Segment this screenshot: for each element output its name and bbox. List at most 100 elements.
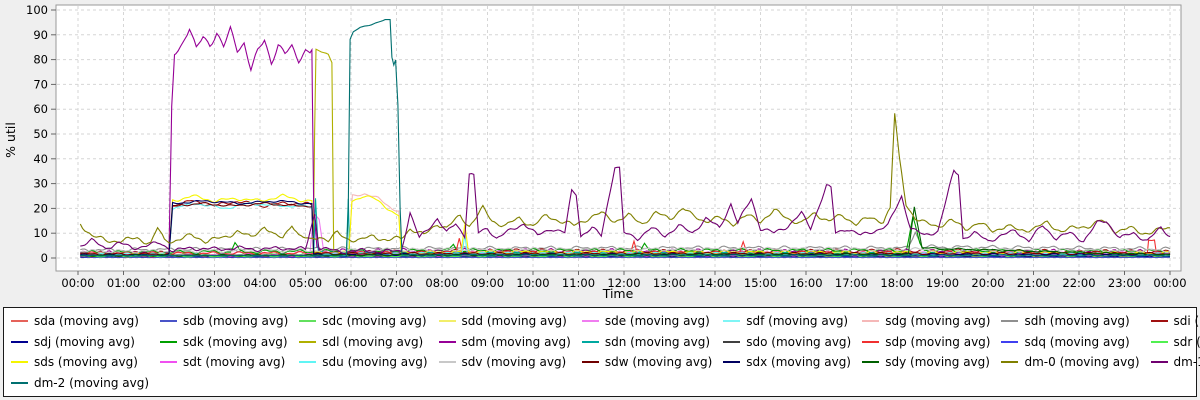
legend-item-dm-1: dm-1 (moving avg) — [1150, 353, 1200, 372]
x-tick-label: 09:00 — [471, 276, 504, 290]
legend-swatch-sdv — [438, 361, 456, 364]
legend-label-sdf: sdf (moving avg) — [746, 313, 849, 328]
legend-item-sdb: sdb (moving avg) — [160, 311, 288, 330]
x-axis-title: Time — [602, 286, 634, 301]
x-tick-label: 11:00 — [562, 276, 595, 290]
legend-label-sdi: sdi (moving avg) — [1173, 313, 1200, 328]
legend-swatch-sdn — [581, 340, 599, 343]
legend-item-sdr: sdr (moving avg) — [1150, 332, 1200, 351]
legend-label-sdn: sdn (moving avg) — [604, 334, 711, 349]
y-axis-title: % util — [3, 122, 18, 158]
y-tick-label: 60 — [33, 102, 48, 116]
legend-label-sdp: sdp (moving avg) — [885, 334, 991, 349]
x-tick-label: 15:00 — [744, 276, 777, 290]
legend-label-sdg: sdg (moving avg) — [885, 313, 991, 328]
legend-label-sdj: sdj (moving avg) — [34, 334, 135, 349]
legend-swatch-dm-1 — [1150, 361, 1168, 364]
x-tick-label: 23:00 — [1108, 276, 1141, 290]
legend-swatch-dm-2 — [11, 382, 28, 385]
legend-label-sdh: sdh (moving avg) — [1024, 313, 1130, 328]
legend-item-sdv: sdv (moving avg) — [438, 353, 571, 372]
x-tick-label: 07:00 — [380, 276, 413, 290]
legend-item-sdg: sdg (moving avg) — [862, 311, 990, 330]
y-tick-label: 30 — [33, 177, 48, 191]
legend-item-sdd: sdd (moving avg) — [438, 311, 571, 330]
x-tick-label: 06:00 — [334, 276, 367, 290]
legend-item-sds: sds (moving avg) — [11, 353, 149, 372]
y-tick-label: 0 — [41, 251, 48, 265]
x-tick-label: 03:00 — [198, 276, 231, 290]
y-tick-label: 10 — [33, 226, 48, 240]
legend-swatch-sdk — [160, 340, 178, 343]
legend-label-dm-2: dm-2 (moving avg) — [34, 376, 150, 391]
legend-label-dm-1: dm-1 (moving avg) — [1173, 355, 1200, 370]
x-tick-label: 04:00 — [243, 276, 276, 290]
legend-swatch-sdb — [160, 319, 178, 322]
legend-label-sds: sds (moving avg) — [34, 355, 138, 370]
x-tick-label: 08:00 — [425, 276, 458, 290]
legend-item-sdk: sdk (moving avg) — [160, 332, 288, 351]
legend-swatch-sdf — [723, 319, 741, 322]
legend-label-sdd: sdd (moving avg) — [461, 313, 567, 328]
legend-label-sdy: sdy (moving avg) — [885, 355, 990, 370]
y-tick-label: 80 — [33, 53, 48, 67]
legend-item-sdn: sdn (moving avg) — [581, 332, 712, 351]
legend-swatch-sdw — [581, 361, 599, 364]
x-tick-label: 22:00 — [1062, 276, 1095, 290]
x-tick-label: 01:00 — [107, 276, 140, 290]
x-tick-label: 20:00 — [971, 276, 1004, 290]
legend-item-sdw: sdw (moving avg) — [581, 353, 712, 372]
legend-item-sdx: sdx (moving avg) — [723, 353, 851, 372]
legend-item-sdl: sdl (moving avg) — [299, 332, 427, 351]
tick-labels: 00:00 01:00 02:00 03:00 04:00 05:00 06:00 07:00… — [26, 3, 1187, 290]
x-tick-label: 18:00 — [880, 276, 913, 290]
legend-label-sdv: sdv (moving avg) — [461, 355, 567, 370]
x-tick-label: 16:00 — [789, 276, 822, 290]
legend-label-sdm: sdm (moving avg) — [461, 334, 571, 349]
legend-swatch-sds — [11, 361, 28, 364]
legend-label-sdx: sdx (moving avg) — [746, 355, 851, 370]
x-tick-label: 12:00 — [607, 276, 640, 290]
legend-item-sdy: sdy (moving avg) — [862, 353, 990, 372]
utilization-chart: 00:00 01:00 02:00 03:00 04:00 05:00 06:00 07:00… — [3, 3, 1187, 301]
plot-area — [55, 4, 1182, 272]
legend-item-sdc: sdc (moving avg) — [299, 311, 427, 330]
legend-item-sdt: sdt (moving avg) — [160, 353, 288, 372]
legend: sda (moving avg) sdb (moving avg) sdc (mov… — [3, 307, 1200, 397]
legend-item-dm-0: dm-0 (moving avg) — [1001, 353, 1140, 372]
legend-label-sdr: sdr (moving avg) — [1173, 334, 1200, 349]
x-tick-label: 19:00 — [926, 276, 959, 290]
legend-item-sdi: sdi (moving avg) — [1150, 311, 1200, 330]
x-tick-label: 21:00 — [1017, 276, 1050, 290]
legend-swatch-dm-0 — [1001, 361, 1019, 364]
y-tick-label: 40 — [33, 152, 48, 166]
gridlines — [57, 6, 1180, 270]
legend-label-sdt: sdt (moving avg) — [183, 355, 286, 370]
legend-swatch-sdt — [160, 361, 178, 364]
legend-label-dm-0: dm-0 (moving avg) — [1024, 355, 1140, 370]
legend-label-sdu: sdu (moving avg) — [322, 355, 428, 370]
legend-item-dm-2: dm-2 (moving avg) — [11, 374, 149, 393]
legend-label-sdq: sdq (moving avg) — [1024, 334, 1130, 349]
legend-swatch-sdd — [438, 319, 456, 322]
legend-swatch-sdp — [862, 340, 880, 343]
legend-swatch-sdh — [1001, 319, 1019, 322]
x-tick-label: 05:00 — [289, 276, 322, 290]
legend-item-sdm: sdm (moving avg) — [438, 332, 571, 351]
legend-item-sde: sde (moving avg) — [581, 311, 712, 330]
series-line-dm-0 — [79, 113, 1171, 245]
x-tick-label: 00:00 — [1153, 276, 1186, 290]
legend-swatch-sdx — [723, 361, 741, 364]
y-tick-label: 100 — [26, 3, 48, 17]
series-line-dm-1 — [80, 166, 1171, 255]
axis-ticks — [51, 9, 1171, 275]
x-tick-label: 13:00 — [653, 276, 686, 290]
y-tick-label: 50 — [33, 127, 48, 141]
legend-item-sdu: sdu (moving avg) — [299, 353, 428, 372]
legend-item-sdj: sdj (moving avg) — [11, 332, 149, 351]
x-tick-label: 10:00 — [516, 276, 549, 290]
legend-label-sdc: sdc (moving avg) — [322, 313, 427, 328]
legend-swatch-sdr — [1150, 340, 1168, 343]
legend-label-sde: sde (moving avg) — [604, 313, 710, 328]
